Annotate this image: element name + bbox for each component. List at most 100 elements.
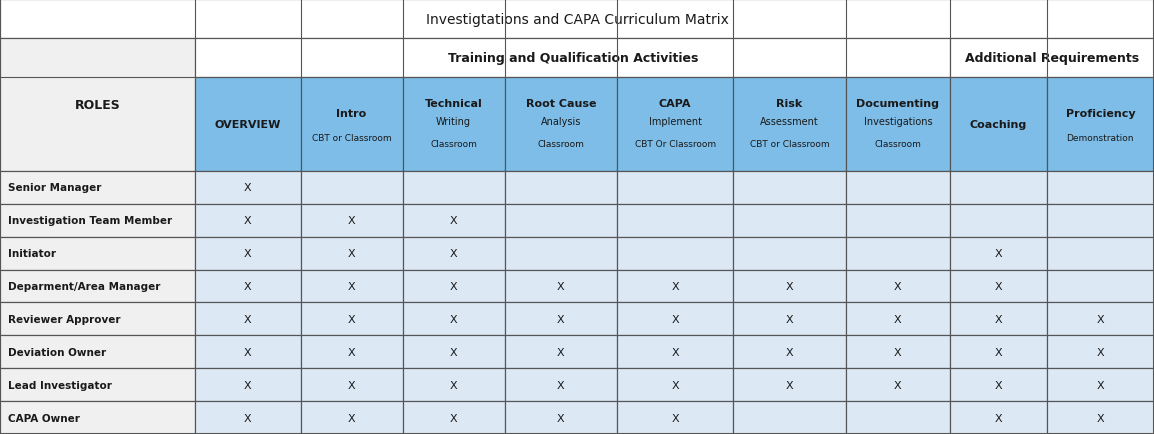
Text: Proficiency: Proficiency xyxy=(1065,108,1136,118)
Text: X: X xyxy=(245,347,252,357)
Bar xyxy=(504,78,617,171)
Bar xyxy=(504,368,617,401)
Bar xyxy=(195,237,300,270)
Bar xyxy=(504,237,617,270)
Text: OVERVIEW: OVERVIEW xyxy=(215,120,282,130)
Bar xyxy=(733,368,846,401)
Bar xyxy=(733,237,846,270)
Text: Assessment: Assessment xyxy=(760,117,819,127)
Bar xyxy=(1047,303,1154,335)
Text: X: X xyxy=(450,216,457,226)
Text: Implement: Implement xyxy=(649,117,702,127)
Text: X: X xyxy=(1096,380,1104,390)
Text: X: X xyxy=(995,347,1002,357)
Text: Technical: Technical xyxy=(425,99,482,108)
Bar xyxy=(403,270,504,303)
Text: Senior Manager: Senior Manager xyxy=(8,183,102,193)
Text: X: X xyxy=(557,314,564,324)
Text: X: X xyxy=(245,281,252,291)
Text: Demonstration: Demonstration xyxy=(1066,133,1134,142)
Text: X: X xyxy=(786,281,793,291)
Text: Documenting: Documenting xyxy=(856,99,939,108)
Bar xyxy=(950,171,1047,204)
Bar xyxy=(950,401,1047,434)
Bar xyxy=(1047,335,1154,368)
Text: CAPA Owner: CAPA Owner xyxy=(8,413,80,423)
Bar xyxy=(846,303,950,335)
Text: Additional Requirements: Additional Requirements xyxy=(965,52,1139,65)
Text: Training and Qualification Activities: Training and Qualification Activities xyxy=(448,52,698,65)
Bar xyxy=(0,401,195,434)
Text: Lead Investigator: Lead Investigator xyxy=(8,380,112,390)
Bar xyxy=(617,303,733,335)
Bar xyxy=(300,270,403,303)
Text: Intro: Intro xyxy=(337,108,367,118)
Bar xyxy=(617,171,733,204)
Text: Investigations: Investigations xyxy=(863,117,932,127)
Text: X: X xyxy=(347,281,355,291)
Text: X: X xyxy=(786,314,793,324)
Text: Writing: Writing xyxy=(436,117,471,127)
Text: X: X xyxy=(786,380,793,390)
Text: X: X xyxy=(672,347,679,357)
Text: X: X xyxy=(245,413,252,423)
Bar xyxy=(300,303,403,335)
Bar xyxy=(846,237,950,270)
Text: X: X xyxy=(894,314,901,324)
Bar xyxy=(617,368,733,401)
Text: X: X xyxy=(995,281,1002,291)
Bar xyxy=(1047,270,1154,303)
Bar xyxy=(300,171,403,204)
Bar xyxy=(846,270,950,303)
Bar xyxy=(195,401,300,434)
Bar xyxy=(950,368,1047,401)
Text: X: X xyxy=(894,380,901,390)
Text: X: X xyxy=(557,413,564,423)
Bar xyxy=(1047,78,1154,171)
Text: X: X xyxy=(557,380,564,390)
Text: CAPA: CAPA xyxy=(659,99,691,108)
Bar xyxy=(403,303,504,335)
Text: Deviation Owner: Deviation Owner xyxy=(8,347,106,357)
Bar xyxy=(617,204,733,237)
Bar xyxy=(617,270,733,303)
Text: CBT or Classroom: CBT or Classroom xyxy=(312,133,391,142)
Bar xyxy=(0,270,195,303)
Bar xyxy=(1047,237,1154,270)
Text: Reviewer Approver: Reviewer Approver xyxy=(8,314,120,324)
Text: X: X xyxy=(672,281,679,291)
Text: X: X xyxy=(450,347,457,357)
Bar xyxy=(1047,204,1154,237)
Bar xyxy=(733,171,846,204)
Bar xyxy=(0,171,195,204)
Bar xyxy=(403,78,504,171)
Bar xyxy=(0,368,195,401)
Text: X: X xyxy=(1096,347,1104,357)
Text: X: X xyxy=(245,314,252,324)
Text: X: X xyxy=(347,347,355,357)
Text: Initiator: Initiator xyxy=(8,249,55,259)
Text: X: X xyxy=(347,413,355,423)
Text: X: X xyxy=(347,314,355,324)
Bar xyxy=(950,335,1047,368)
Bar xyxy=(617,335,733,368)
Text: X: X xyxy=(995,249,1002,259)
Bar xyxy=(300,368,403,401)
Bar xyxy=(950,270,1047,303)
Text: X: X xyxy=(450,249,457,259)
Bar xyxy=(733,204,846,237)
Bar xyxy=(733,270,846,303)
Bar xyxy=(195,335,300,368)
Text: X: X xyxy=(1096,314,1104,324)
Bar xyxy=(846,335,950,368)
Text: Analysis: Analysis xyxy=(541,117,582,127)
Bar xyxy=(846,204,950,237)
Text: Investigtations and CAPA Curriculum Matrix: Investigtations and CAPA Curriculum Matr… xyxy=(426,13,728,26)
Bar xyxy=(1047,171,1154,204)
Text: X: X xyxy=(245,183,252,193)
Text: X: X xyxy=(894,281,901,291)
Bar xyxy=(950,204,1047,237)
Text: Coaching: Coaching xyxy=(969,120,1027,130)
Text: X: X xyxy=(450,281,457,291)
Bar xyxy=(300,78,403,171)
